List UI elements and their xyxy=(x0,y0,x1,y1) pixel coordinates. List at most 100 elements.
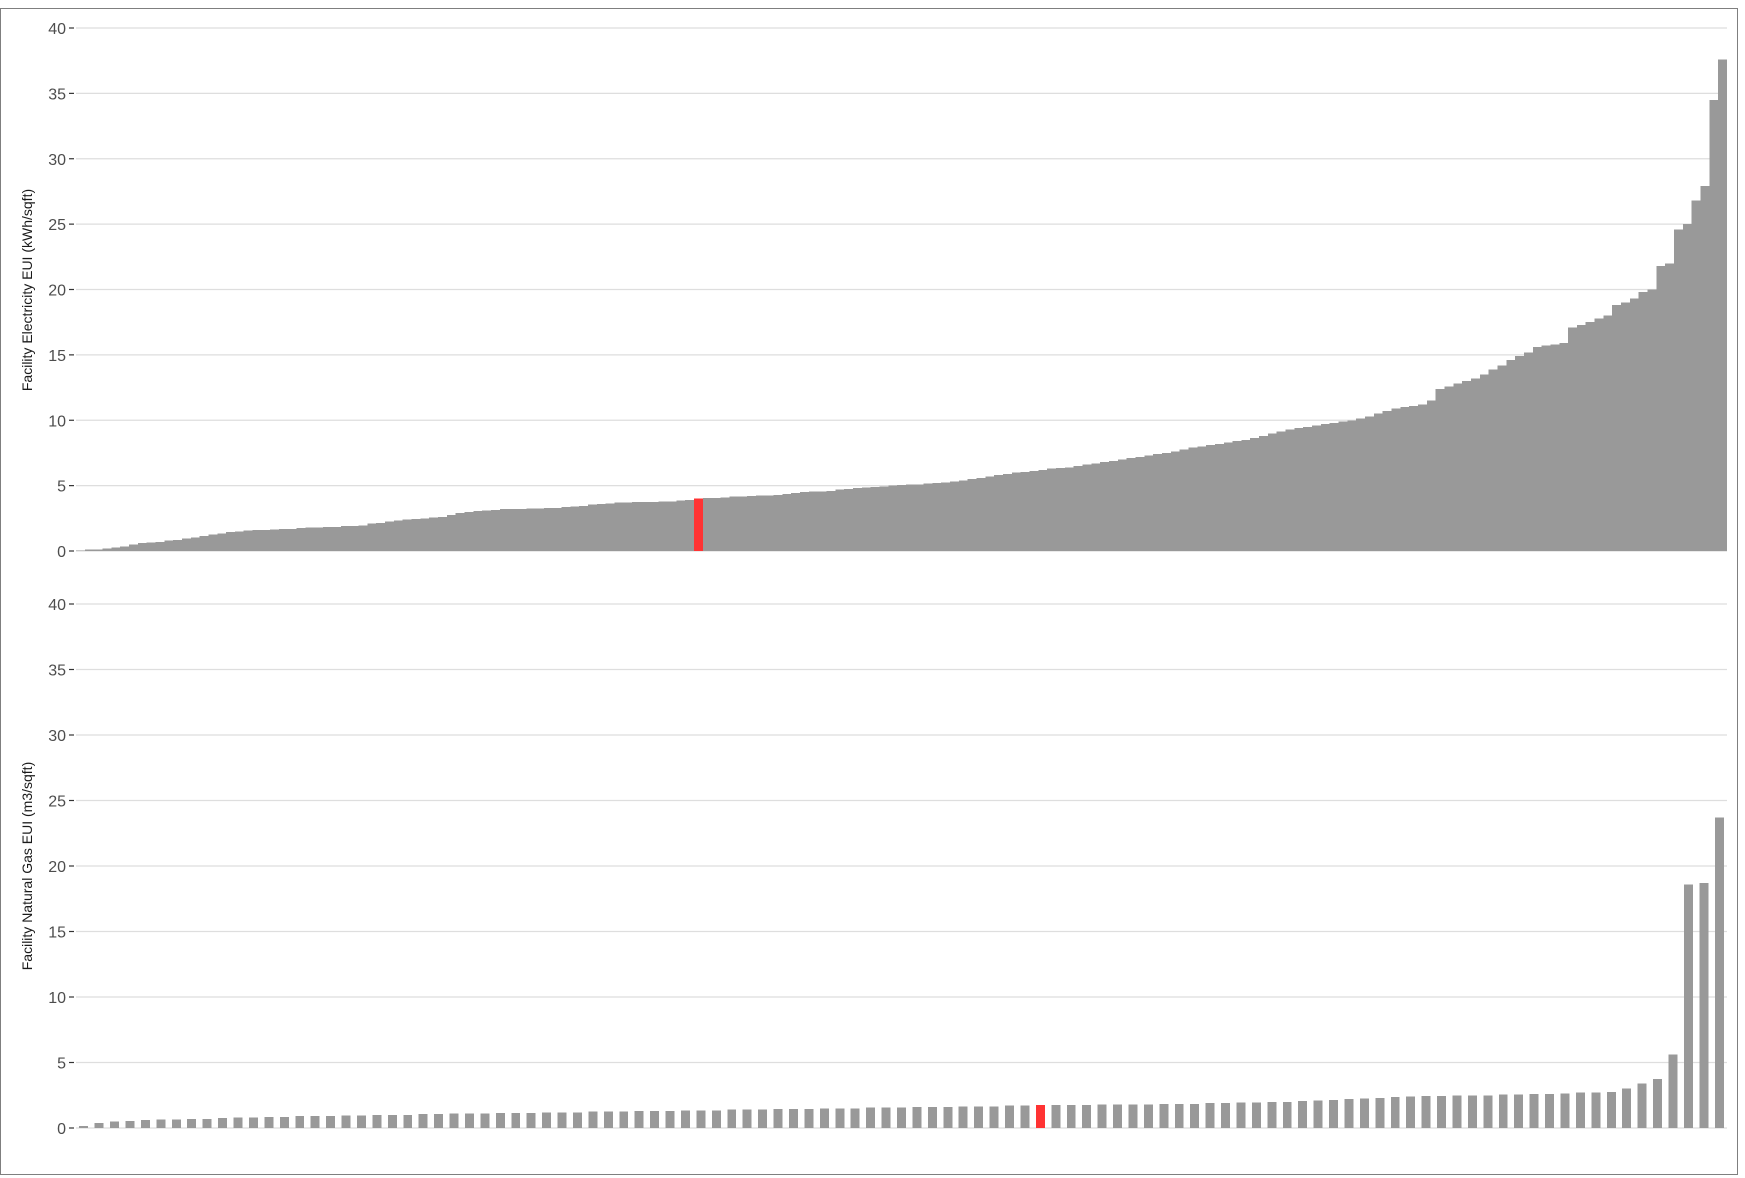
electricity-eui-bar xyxy=(1444,386,1454,551)
electricity-eui-bar xyxy=(1409,405,1418,551)
electricity-eui-bar xyxy=(605,503,615,551)
electricity-eui-bar xyxy=(543,507,553,551)
electricity-eui-bar xyxy=(1011,472,1021,551)
electricity-eui-bar xyxy=(676,500,686,551)
natural-gas-eui-bar xyxy=(804,1109,814,1128)
electricity-eui-bar xyxy=(1347,420,1357,551)
electricity-eui-bar xyxy=(1462,381,1471,551)
natural-gas-eui-bar xyxy=(912,1107,922,1128)
electricity-eui-bar xyxy=(746,496,756,551)
electricity-eui-bar xyxy=(376,522,386,551)
natural-gas-eui-bar xyxy=(187,1118,197,1128)
electricity-eui-bar xyxy=(332,526,341,551)
electricity-eui-bar xyxy=(1003,473,1012,551)
electricity-eui-bar xyxy=(1506,360,1516,551)
electricity-eui-bar xyxy=(702,498,712,551)
electricity-eui-bar xyxy=(1700,186,1710,551)
electricity-eui-bar xyxy=(190,537,200,551)
electricity-eui-bar xyxy=(1647,289,1657,551)
electricity-eui-bar xyxy=(1638,292,1648,551)
electricity-eui-bar xyxy=(323,526,333,551)
natural-gas-eui-bar xyxy=(341,1115,351,1128)
electricity-eui-y-tick-label: 10 xyxy=(48,413,66,430)
natural-gas-eui-bar xyxy=(1421,1095,1431,1128)
electricity-eui-bar xyxy=(1674,229,1683,552)
natural-gas-eui-bar xyxy=(789,1109,798,1128)
electricity-eui-bar xyxy=(358,525,368,551)
electricity-eui-bar xyxy=(1329,422,1339,551)
electricity-eui-bar xyxy=(967,479,977,551)
natural-gas-eui-bar xyxy=(1359,1098,1369,1128)
natural-gas-eui-y-tick-label: 25 xyxy=(48,794,66,811)
electricity-eui-bar xyxy=(1047,468,1057,551)
electricity-eui-bar xyxy=(305,527,315,551)
natural-gas-eui-bar xyxy=(619,1111,629,1128)
electricity-eui-bar xyxy=(552,507,562,551)
electricity-eui-bar xyxy=(1691,200,1701,551)
electricity-eui-bar xyxy=(1320,424,1330,551)
electricity-eui-bar xyxy=(1312,425,1321,551)
natural-gas-eui-bar xyxy=(156,1119,166,1128)
natural-gas-eui-bar xyxy=(1653,1078,1663,1128)
electricity-eui-bar xyxy=(861,487,871,551)
electricity-eui-bar xyxy=(464,511,474,551)
electricity-eui-bar xyxy=(1497,365,1507,551)
natural-gas-eui-bar xyxy=(773,1109,783,1128)
electricity-eui-bar xyxy=(1197,446,1207,551)
electricity-eui-bar xyxy=(1294,428,1304,551)
natural-gas-eui-bar xyxy=(356,1115,366,1128)
electricity-eui-y-tick-label: 25 xyxy=(48,217,66,234)
natural-gas-eui-bar xyxy=(403,1114,413,1128)
natural-gas-eui-bar xyxy=(881,1107,891,1128)
natural-gas-eui-y-tick-label: 5 xyxy=(57,1056,66,1073)
natural-gas-eui-bar xyxy=(1190,1103,1200,1128)
electricity-eui-bar xyxy=(340,526,350,551)
electricity-eui-bar xyxy=(199,535,209,551)
natural-gas-eui-bar xyxy=(634,1110,644,1128)
natural-gas-eui-y-tick-label: 20 xyxy=(48,859,66,876)
electricity-eui-bar xyxy=(385,521,394,551)
electricity-eui-bar xyxy=(773,494,783,551)
natural-gas-eui-bar xyxy=(696,1110,706,1128)
natural-gas-eui-bar xyxy=(711,1110,721,1128)
electricity-eui-bar xyxy=(1532,347,1542,551)
electricity-eui-bar xyxy=(208,534,218,551)
natural-gas-eui-bar xyxy=(79,1126,89,1128)
natural-gas-eui-bar xyxy=(434,1114,444,1128)
natural-gas-eui-bar xyxy=(727,1109,737,1128)
electricity-eui-bar xyxy=(482,510,491,551)
natural-gas-eui-bar xyxy=(1699,883,1709,1128)
electricity-eui-bar xyxy=(799,492,809,551)
natural-gas-eui-bar xyxy=(603,1111,613,1128)
electricity-eui-bar xyxy=(429,517,438,551)
electricity-eui-bar xyxy=(1541,345,1551,551)
electricity-eui-bar xyxy=(1559,343,1569,551)
electricity-eui-bar xyxy=(1241,439,1251,551)
natural-gas-eui-bar xyxy=(1329,1099,1339,1128)
electricity-eui-bar xyxy=(1400,407,1410,551)
electricity-eui-bar xyxy=(1091,463,1101,551)
natural-gas-eui-bar xyxy=(742,1109,752,1128)
natural-gas-eui-bar xyxy=(202,1118,212,1128)
electricity-eui-bar xyxy=(1100,462,1109,551)
natural-gas-eui-bar xyxy=(1591,1092,1601,1128)
natural-gas-eui-bar xyxy=(1406,1096,1416,1128)
natural-gas-eui-bar xyxy=(418,1114,428,1128)
electricity-eui-bar xyxy=(1170,451,1180,551)
electricity-eui-bar xyxy=(1267,433,1277,551)
natural-gas-eui-bar xyxy=(758,1109,768,1128)
electricity-eui-bar xyxy=(517,509,527,551)
electricity-eui-bar xyxy=(93,549,103,551)
electricity-eui-y-tick-label: 0 xyxy=(57,544,66,561)
electricity-eui-bar xyxy=(994,475,1004,551)
electricity-eui-bar xyxy=(1250,437,1260,551)
electricity-eui-bar xyxy=(137,543,147,551)
natural-gas-eui-bar xyxy=(681,1110,690,1128)
electricity-eui-bar xyxy=(782,494,792,551)
electricity-eui-bar xyxy=(897,484,906,551)
electricity-eui-y-tick-label: 35 xyxy=(48,86,66,103)
natural-gas-eui-bar xyxy=(449,1113,459,1128)
natural-gas-eui-bar xyxy=(1267,1101,1277,1128)
electricity-eui-bar xyxy=(950,481,959,551)
